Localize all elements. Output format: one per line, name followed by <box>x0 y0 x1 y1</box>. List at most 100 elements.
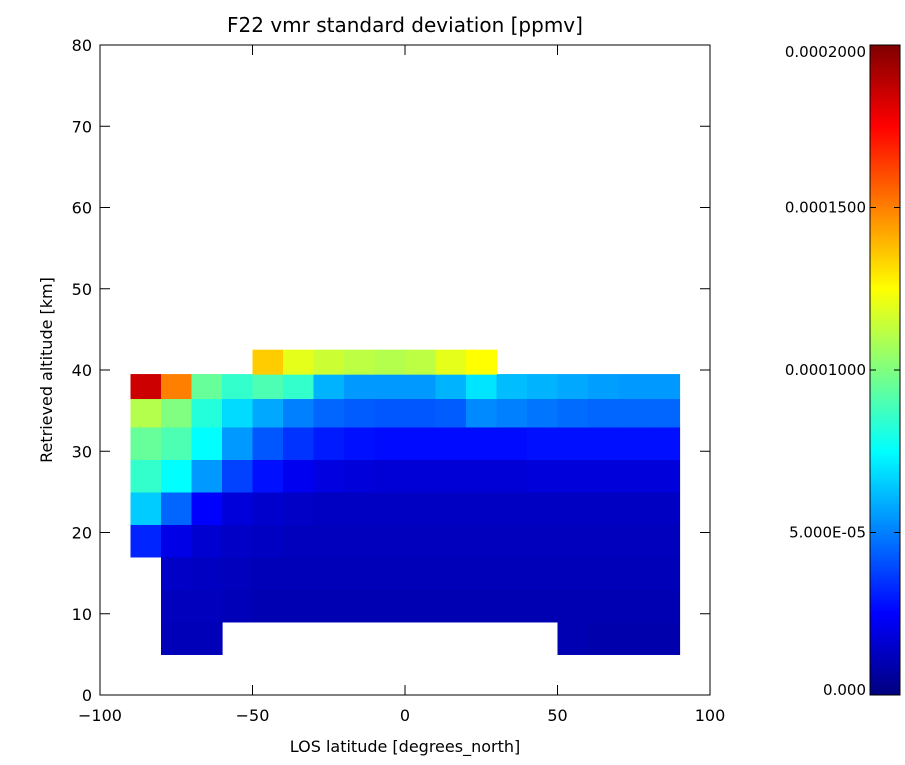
heatmap-cell <box>435 524 467 558</box>
heatmap-cell <box>283 374 315 400</box>
heatmap-cell <box>527 426 559 460</box>
heatmap-cell <box>618 589 650 623</box>
heatmap-cell <box>466 459 498 493</box>
heatmap-cell <box>344 524 376 558</box>
heatmap-cell <box>496 398 528 428</box>
heatmap-cell <box>222 426 254 460</box>
heatmap-cell <box>161 556 193 590</box>
heatmap-cell <box>374 349 406 375</box>
heatmap-cell <box>191 398 223 428</box>
heatmap-cell <box>527 491 559 525</box>
heatmap-cell <box>374 426 406 460</box>
heatmap-cell <box>374 589 406 623</box>
heatmap-cell <box>344 426 376 460</box>
heatmap-cell <box>527 459 559 493</box>
heatmap-cell <box>344 491 376 525</box>
heatmap-cell <box>222 374 254 400</box>
heatmap-cell <box>435 374 467 400</box>
heatmap-cell <box>252 398 284 428</box>
heatmap-cell <box>405 374 437 400</box>
heatmap-cell <box>161 459 193 493</box>
colorbar-tick-label: 0.000 <box>823 681 866 699</box>
heatmap-cell <box>283 398 315 428</box>
heatmap-cell <box>344 459 376 493</box>
heatmap-cell <box>527 556 559 590</box>
colorbar-ticks <box>870 44 900 696</box>
x-tick-label: 50 <box>547 706 567 725</box>
heatmap-cell <box>283 589 315 623</box>
heatmap-cell <box>649 459 681 493</box>
x-tick-label: −50 <box>236 706 270 725</box>
heatmap-cell <box>222 589 254 623</box>
heatmap-cell <box>222 524 254 558</box>
heatmap-cell <box>374 374 406 400</box>
heatmap-cell <box>313 491 345 525</box>
heatmap-cell <box>191 556 223 590</box>
y-tick-label: 70 <box>72 117 92 136</box>
heatmap-cell <box>557 398 589 428</box>
heatmap-cell <box>435 589 467 623</box>
heatmap-cell <box>130 426 162 460</box>
y-tick-label: 30 <box>72 442 92 461</box>
heatmap-cell <box>252 556 284 590</box>
heatmap-cell <box>405 491 437 525</box>
heatmap-cell <box>252 426 284 460</box>
y-tick-label: 40 <box>72 361 92 380</box>
y-tick-label: 20 <box>72 524 92 543</box>
heatmap-cell <box>466 398 498 428</box>
heatmap-cell <box>374 524 406 558</box>
heatmap-cell <box>130 459 162 493</box>
heatmap-cell <box>313 349 345 375</box>
heatmap-cell <box>283 556 315 590</box>
heatmap-cell <box>313 398 345 428</box>
heatmap-cell <box>588 491 620 525</box>
heatmap-cell <box>252 589 284 623</box>
heatmap-cell <box>649 556 681 590</box>
heatmap-cell <box>588 426 620 460</box>
heatmap-cell <box>649 589 681 623</box>
heatmap-cell <box>161 621 193 655</box>
chart-title: F22 vmr standard deviation [ppmv] <box>227 13 583 37</box>
heatmap-cell <box>283 426 315 460</box>
heatmap-cell <box>222 459 254 493</box>
y-tick-label: 50 <box>72 280 92 299</box>
heatmap-cell <box>466 491 498 525</box>
heatmap-cell <box>496 491 528 525</box>
heatmap-cell <box>466 426 498 460</box>
heatmap-cell <box>557 621 589 655</box>
heatmap-cell <box>313 589 345 623</box>
axis-tick-labels: −100 −50 0 50 100 0 10 20 30 40 50 60 70 80 <box>72 36 726 725</box>
heatmap-cell <box>252 374 284 400</box>
heatmap-cell <box>313 459 345 493</box>
heatmap-cell <box>283 349 315 375</box>
heatmap-cell <box>191 374 223 400</box>
heatmap-cell <box>618 524 650 558</box>
heatmap-cell <box>191 426 223 460</box>
heatmap-cell <box>405 556 437 590</box>
heatmap-cell <box>130 491 162 525</box>
x-axis-label: LOS latitude [degrees_north] <box>290 737 520 757</box>
colorbar-tick-label: 0.0002000 <box>785 43 866 61</box>
heatmap-cell <box>527 398 559 428</box>
heatmap-cell <box>496 556 528 590</box>
heatmap-cell <box>405 589 437 623</box>
heatmap-cell <box>405 426 437 460</box>
heatmap-cell <box>496 524 528 558</box>
heatmap-cell <box>161 491 193 525</box>
axis-ticks <box>99 44 711 696</box>
y-tick-label: 60 <box>72 199 92 218</box>
heatmap-cell <box>405 524 437 558</box>
heatmap-cell <box>313 426 345 460</box>
heatmap-cell <box>191 459 223 493</box>
heatmap-cell <box>588 398 620 428</box>
heatmap-cell <box>649 398 681 428</box>
heatmap-cell <box>344 349 376 375</box>
heatmap-cell <box>161 398 193 428</box>
heatmap-cell <box>344 589 376 623</box>
heatmap-cell <box>649 524 681 558</box>
heatmap-cell <box>618 556 650 590</box>
heatmap-cell <box>344 374 376 400</box>
heatmap-cell <box>222 398 254 428</box>
heatmap-cell <box>405 349 437 375</box>
heatmap-cell <box>283 491 315 525</box>
